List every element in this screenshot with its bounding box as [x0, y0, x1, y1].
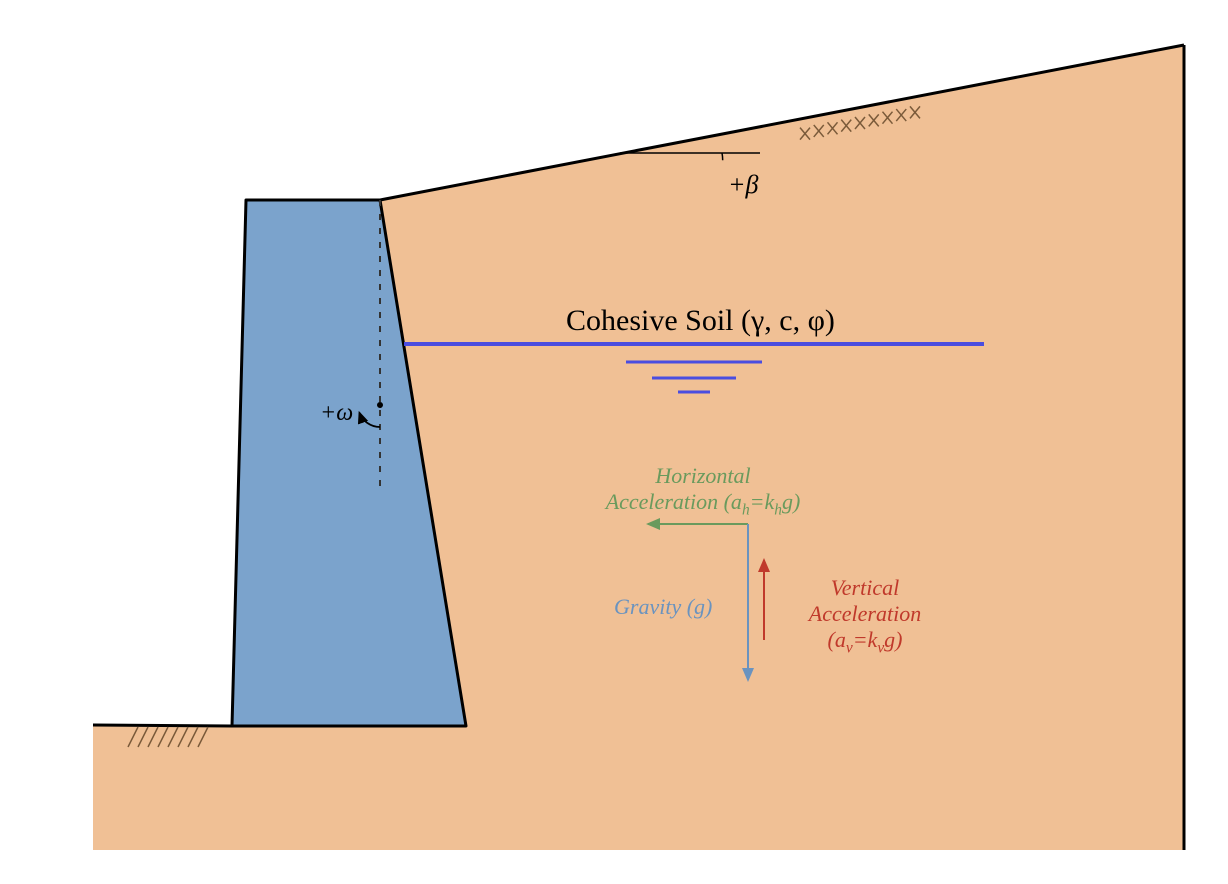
- retaining-wall-diagram: +ω +β Cohesive Soil (γ, c, φ) Horizontal…: [0, 0, 1228, 884]
- vertical-accel-label: Vertical Acceleration (av=kvg): [790, 575, 940, 657]
- gravity-label: Gravity (g): [614, 594, 712, 620]
- omega-label: +ω: [320, 400, 353, 427]
- beta-label: +β: [728, 170, 759, 200]
- cohesive-soil-label: Cohesive Soil (γ, c, φ): [566, 304, 835, 338]
- horizontal-accel-label: Horizontal Acceleration (ah=khg): [598, 463, 808, 519]
- diagram-svg: [0, 0, 1228, 884]
